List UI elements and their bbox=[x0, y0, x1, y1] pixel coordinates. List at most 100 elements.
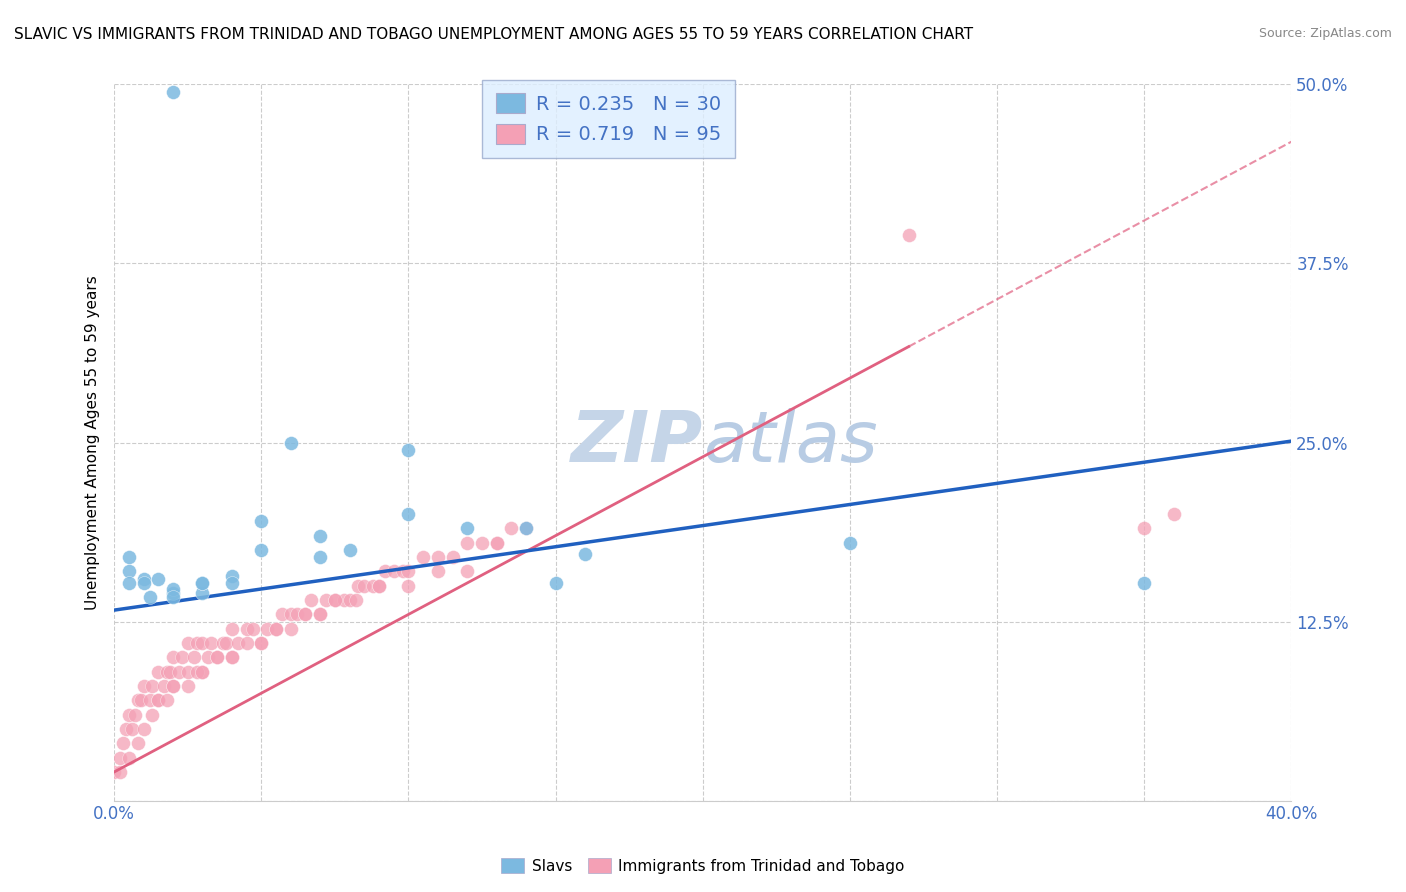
Point bbox=[250, 636, 273, 650]
Point bbox=[221, 650, 243, 665]
Point bbox=[1133, 575, 1156, 590]
Point bbox=[264, 622, 287, 636]
Point bbox=[315, 593, 337, 607]
Point bbox=[127, 736, 149, 750]
Point bbox=[1133, 521, 1156, 535]
Point bbox=[118, 707, 141, 722]
Point bbox=[412, 550, 434, 565]
Point bbox=[398, 442, 420, 457]
Point bbox=[186, 665, 208, 679]
Point bbox=[382, 565, 405, 579]
Text: ZIP: ZIP bbox=[571, 408, 703, 477]
Point bbox=[162, 582, 184, 596]
Point bbox=[132, 722, 155, 736]
Point bbox=[501, 521, 523, 535]
Point bbox=[191, 575, 214, 590]
Point bbox=[148, 693, 170, 707]
Point bbox=[138, 693, 160, 707]
Point bbox=[353, 579, 375, 593]
Point bbox=[118, 565, 141, 579]
Point bbox=[280, 607, 302, 622]
Point bbox=[162, 679, 184, 693]
Point bbox=[285, 607, 308, 622]
Point bbox=[398, 579, 420, 593]
Point bbox=[111, 736, 134, 750]
Point bbox=[456, 536, 478, 550]
Point bbox=[323, 593, 346, 607]
Point bbox=[132, 572, 155, 586]
Point bbox=[332, 593, 354, 607]
Point bbox=[191, 575, 214, 590]
Point bbox=[197, 650, 219, 665]
Point bbox=[108, 764, 131, 779]
Point bbox=[124, 707, 146, 722]
Point bbox=[183, 650, 205, 665]
Point bbox=[221, 622, 243, 636]
Point bbox=[398, 565, 420, 579]
Point bbox=[309, 607, 332, 622]
Point bbox=[221, 575, 243, 590]
Point bbox=[309, 528, 332, 542]
Point bbox=[159, 665, 181, 679]
Point bbox=[129, 693, 152, 707]
Point bbox=[544, 575, 567, 590]
Point bbox=[121, 722, 143, 736]
Point bbox=[177, 665, 200, 679]
Point bbox=[264, 622, 287, 636]
Point bbox=[456, 565, 478, 579]
Point bbox=[177, 679, 200, 693]
Point bbox=[485, 536, 508, 550]
Point bbox=[226, 636, 249, 650]
Point bbox=[271, 607, 294, 622]
Text: Source: ZipAtlas.com: Source: ZipAtlas.com bbox=[1258, 27, 1392, 40]
Point bbox=[212, 636, 235, 650]
Point bbox=[368, 579, 391, 593]
Point bbox=[235, 636, 257, 650]
Point bbox=[398, 507, 420, 521]
Legend: Slavs, Immigrants from Trinidad and Tobago: Slavs, Immigrants from Trinidad and Toba… bbox=[495, 852, 911, 880]
Point bbox=[256, 622, 278, 636]
Point bbox=[118, 575, 141, 590]
Point bbox=[141, 707, 163, 722]
Point bbox=[574, 547, 596, 561]
Point bbox=[897, 227, 920, 242]
Point bbox=[170, 650, 193, 665]
Point bbox=[250, 514, 273, 528]
Point bbox=[344, 593, 367, 607]
Point bbox=[441, 550, 464, 565]
Point bbox=[132, 575, 155, 590]
Point bbox=[162, 679, 184, 693]
Point bbox=[242, 622, 264, 636]
Point bbox=[280, 622, 302, 636]
Point bbox=[309, 550, 332, 565]
Point bbox=[162, 85, 184, 99]
Point bbox=[221, 568, 243, 582]
Point bbox=[148, 572, 170, 586]
Point bbox=[118, 750, 141, 764]
Point bbox=[361, 579, 384, 593]
Point bbox=[205, 650, 228, 665]
Point bbox=[391, 565, 413, 579]
Point bbox=[132, 679, 155, 693]
Point bbox=[374, 565, 396, 579]
Point bbox=[250, 543, 273, 558]
Point bbox=[323, 593, 346, 607]
Point bbox=[177, 636, 200, 650]
Point bbox=[191, 636, 214, 650]
Point bbox=[156, 665, 179, 679]
Point bbox=[156, 693, 179, 707]
Text: SLAVIC VS IMMIGRANTS FROM TRINIDAD AND TOBAGO UNEMPLOYMENT AMONG AGES 55 TO 59 Y: SLAVIC VS IMMIGRANTS FROM TRINIDAD AND T… bbox=[14, 27, 973, 42]
Legend: R = 0.235   N = 30, R = 0.719   N = 95: R = 0.235 N = 30, R = 0.719 N = 95 bbox=[482, 80, 735, 158]
Point bbox=[221, 650, 243, 665]
Point bbox=[103, 764, 125, 779]
Point bbox=[167, 665, 190, 679]
Point bbox=[191, 665, 214, 679]
Point bbox=[426, 550, 449, 565]
Point bbox=[426, 565, 449, 579]
Point bbox=[838, 536, 860, 550]
Point bbox=[339, 593, 361, 607]
Point bbox=[205, 650, 228, 665]
Point bbox=[309, 607, 332, 622]
Point bbox=[1163, 507, 1185, 521]
Point bbox=[191, 665, 214, 679]
